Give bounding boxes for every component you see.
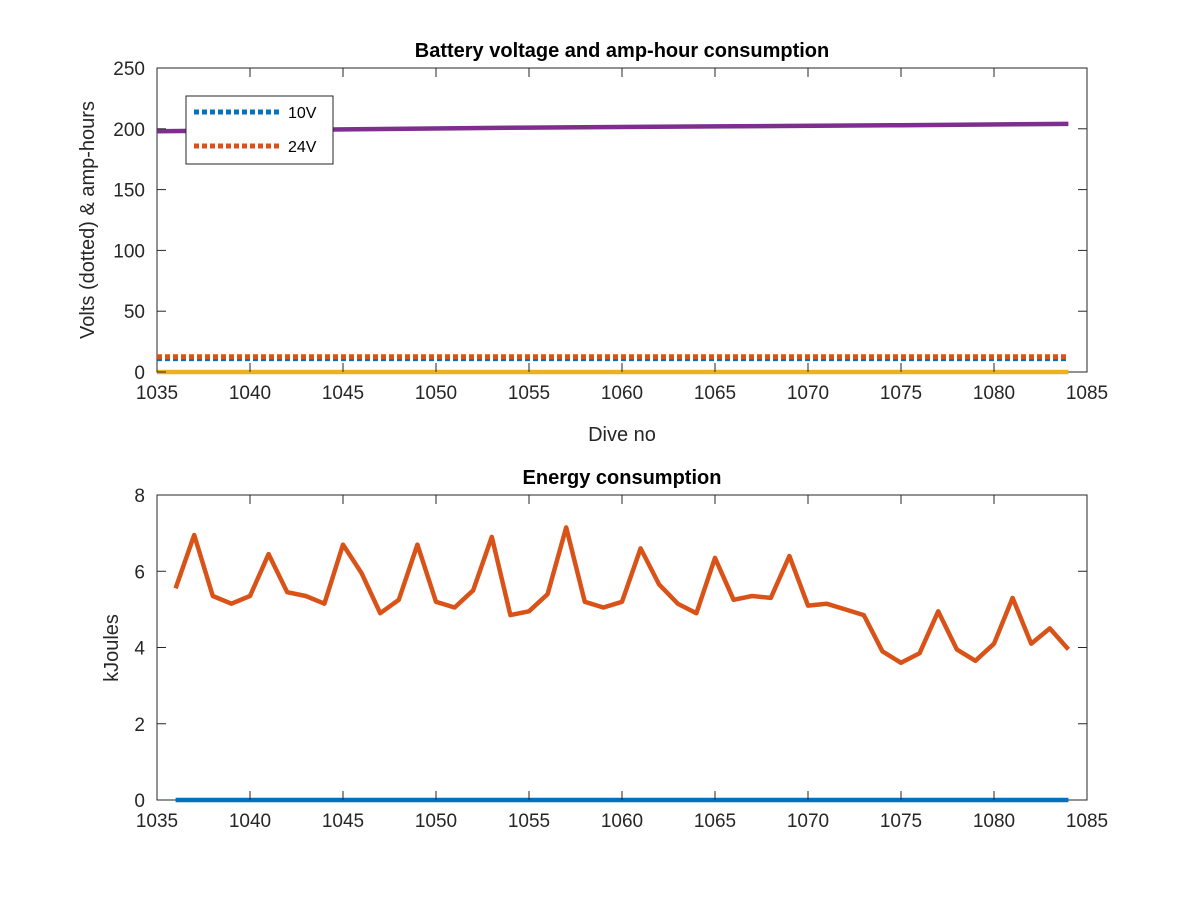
top-axis-ticks: 1035 1040 1045 1050 1055 1060 1065 1070 1075 1080…: [113, 59, 1108, 404]
bottom-x-tick-label: 1040: [229, 811, 271, 832]
legend-label-10v: 10V: [288, 105, 317, 122]
top-x-tick-label: 1035: [136, 383, 178, 404]
top-y-tick-label: 250: [113, 59, 145, 80]
bottom-chart: 1035 1040 1045 1050 1055 1060 1065 1070 1075 1080…: [101, 467, 1108, 832]
legend-box: [185, 95, 334, 165]
bottom-x-tick-label: 1060: [601, 811, 643, 832]
bottom-x-tick-label: 1075: [880, 811, 922, 832]
top-x-tick-label: 1080: [973, 383, 1015, 404]
top-y-tick-label: 0: [134, 363, 145, 384]
top-y-tick-label: 200: [113, 120, 145, 141]
bottom-x-tick-label: 1065: [694, 811, 736, 832]
top-x-tick-label: 1040: [229, 383, 271, 404]
top-x-tick-label: 1055: [508, 383, 550, 404]
top-x-tick-label: 1070: [787, 383, 829, 404]
top-y-axis-label: Volts (dotted) & amp-hours: [77, 101, 99, 339]
top-x-tick-label: 1075: [880, 383, 922, 404]
top-y-tick-label: 150: [113, 181, 145, 202]
bottom-x-tick-label: 1080: [973, 811, 1015, 832]
top-y-tick-label: 50: [124, 302, 145, 323]
top-x-axis-label: Dive no: [588, 424, 656, 446]
bottom-x-tick-label: 1055: [508, 811, 550, 832]
bottom-series-line-1: [173, 525, 1071, 666]
top-chart: 1035 1040 1045 1050 1055 1060 1065 1070 1075 1080…: [77, 40, 1108, 446]
top-legend: 10V 24V: [185, 95, 334, 165]
bottom-x-tick-label: 1070: [787, 811, 829, 832]
bottom-axis-ticks: 1035 1040 1045 1050 1055 1060 1065 1070 1075 1080…: [134, 486, 1108, 832]
bottom-x-tick-label: 1085: [1066, 811, 1108, 832]
bottom-chart-title: Energy consumption: [523, 467, 722, 489]
bottom-plot-area: [156, 494, 1088, 801]
top-x-tick-label: 1085: [1066, 383, 1108, 404]
top-x-tick-label: 1045: [322, 383, 364, 404]
bottom-y-axis-label: kJoules: [101, 614, 123, 682]
bottom-x-tick-label: 1050: [415, 811, 457, 832]
bottom-y-tick-label: 2: [134, 715, 145, 736]
bottom-y-tick-label: 6: [134, 562, 145, 583]
bottom-x-tick-label: 1035: [136, 811, 178, 832]
top-y-tick-label: 100: [113, 241, 145, 262]
legend-label-24v: 24V: [288, 139, 317, 156]
top-x-tick-label: 1060: [601, 383, 643, 404]
bottom-y-tick-label: 4: [134, 639, 145, 660]
top-chart-title: Battery voltage and amp-hour consumption: [415, 40, 829, 62]
top-x-tick-label: 1065: [694, 383, 736, 404]
bottom-x-tick-label: 1045: [322, 811, 364, 832]
bottom-y-tick-label: 8: [134, 486, 145, 507]
top-x-tick-label: 1050: [415, 383, 457, 404]
bottom-y-tick-label: 0: [134, 791, 145, 812]
